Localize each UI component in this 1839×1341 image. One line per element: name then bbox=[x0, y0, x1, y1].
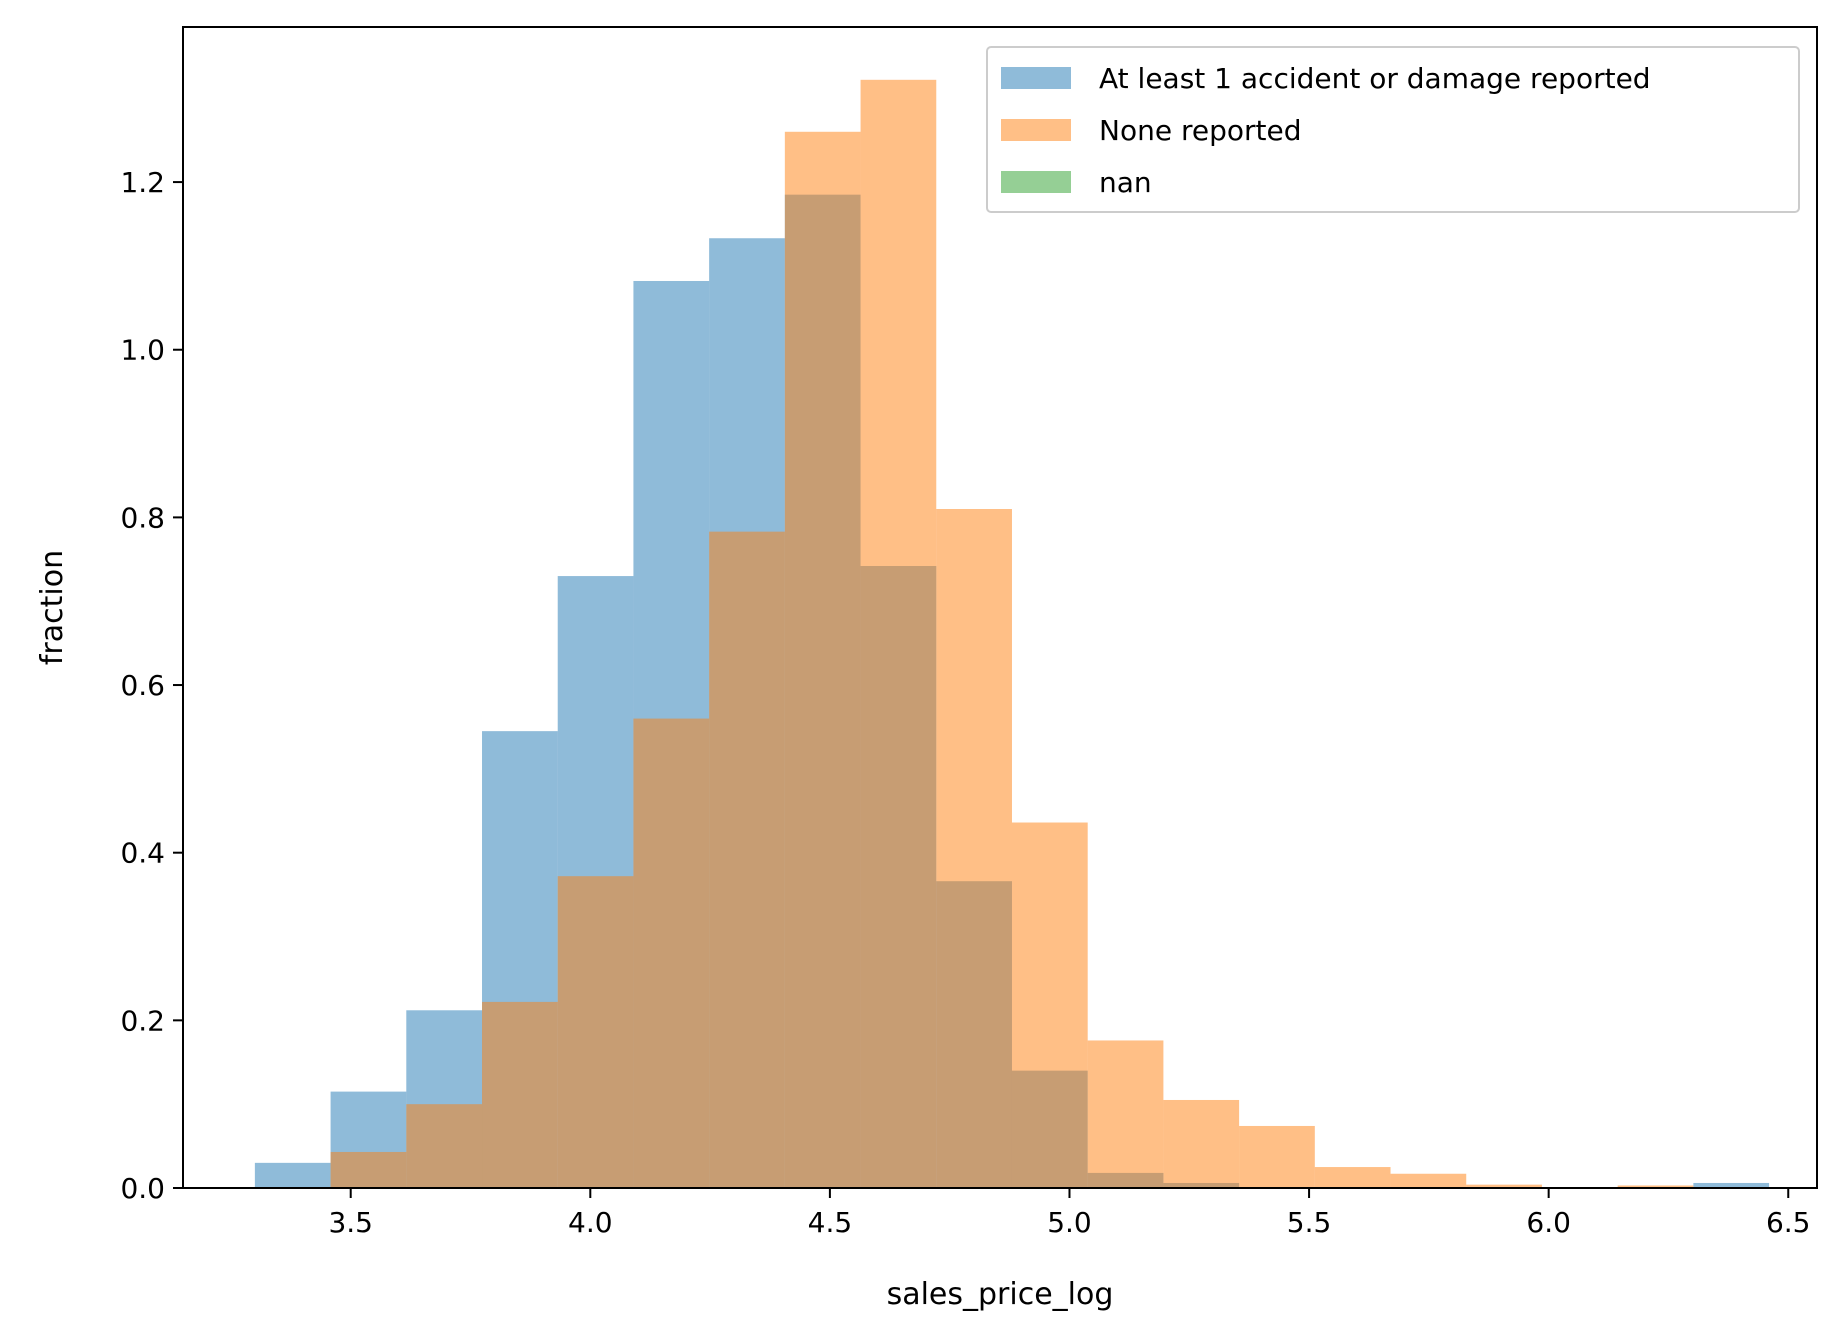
legend-swatch-accident bbox=[1001, 67, 1071, 89]
y-tick-label: 0.0 bbox=[120, 1172, 165, 1205]
y-tick-label: 0.8 bbox=[120, 501, 165, 534]
bar-series-1-bin-7 bbox=[784, 131, 861, 1188]
bar-series-1-bin-11 bbox=[1087, 1040, 1164, 1188]
x-tick-label: 3.5 bbox=[328, 1206, 373, 1239]
y-axis-label: fraction bbox=[35, 550, 70, 665]
x-tick-label: 4.0 bbox=[568, 1206, 613, 1239]
bar-series-1-bin-10 bbox=[1011, 822, 1088, 1188]
bar-series-1-bin-12 bbox=[1163, 1099, 1240, 1188]
legend-swatch-nan bbox=[1001, 171, 1071, 193]
bar-series-0-bin-19 bbox=[1693, 1182, 1770, 1188]
bar-series-1-bin-5 bbox=[633, 718, 710, 1188]
histogram-bars bbox=[254, 79, 1770, 1189]
legend: At least 1 accident or damage reported N… bbox=[986, 46, 1800, 213]
legend-label-accident: At least 1 accident or damage reported bbox=[1099, 62, 1651, 95]
bar-series-1-bin-1 bbox=[330, 1151, 407, 1188]
legend-swatch-none-reported bbox=[1001, 119, 1071, 141]
x-tick-label: 5.5 bbox=[1287, 1206, 1332, 1239]
legend-box bbox=[986, 46, 1800, 213]
x-tick-label: 5.0 bbox=[1047, 1206, 1092, 1239]
x-axis-label: sales_price_log bbox=[887, 1277, 1114, 1312]
bar-series-1-bin-15 bbox=[1390, 1173, 1467, 1188]
legend-label-nan: nan bbox=[1099, 166, 1152, 199]
y-tick-label: 0.4 bbox=[120, 837, 165, 870]
bar-series-1-bin-3 bbox=[482, 1001, 558, 1188]
bar-series-1-bin-4 bbox=[557, 876, 634, 1188]
x-tick-label: 4.5 bbox=[808, 1206, 853, 1239]
x-tick-label: 6.5 bbox=[1766, 1206, 1811, 1239]
y-tick-label: 0.6 bbox=[120, 669, 165, 702]
bar-series-1-bin-9 bbox=[936, 509, 1012, 1188]
bar-series-1-bin-18 bbox=[1617, 1185, 1694, 1188]
bar-series-1-bin-2 bbox=[406, 1104, 483, 1188]
bar-series-1-bin-6 bbox=[709, 531, 785, 1188]
x-tick-label: 6.0 bbox=[1526, 1206, 1571, 1239]
y-axis-ticks: 0.0 0.2 0.4 0.6 0.8 1.0 1.2 bbox=[120, 166, 183, 1205]
y-tick-label: 0.2 bbox=[120, 1004, 165, 1037]
y-tick-label: 1.2 bbox=[120, 166, 165, 199]
bar-series-0-bin-0 bbox=[254, 1162, 331, 1188]
x-axis-ticks: 3.5 4.0 4.5 5.0 5.5 6.0 6.5 bbox=[328, 1188, 1811, 1239]
legend-label-none-reported: None reported bbox=[1099, 114, 1301, 147]
bar-series-1-bin-14 bbox=[1314, 1167, 1391, 1188]
bar-series-1-bin-13 bbox=[1239, 1125, 1315, 1188]
axes-frame bbox=[182, 26, 1818, 1189]
bar-series-1-bin-8 bbox=[860, 79, 937, 1189]
bar-series-1-bin-16 bbox=[1466, 1184, 1542, 1188]
y-tick-label: 1.0 bbox=[120, 334, 165, 367]
